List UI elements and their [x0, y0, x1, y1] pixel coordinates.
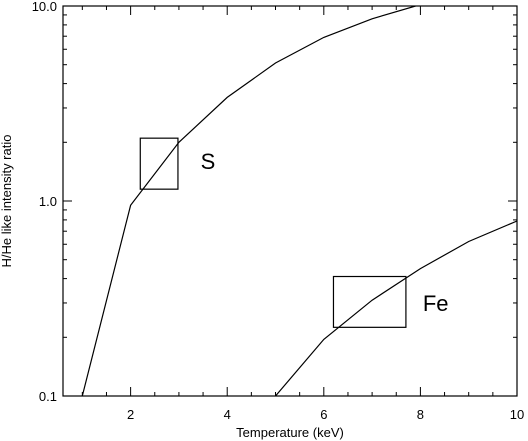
- annotation-layer: S Fe: [139, 137, 449, 328]
- annotation-box-fe: [332, 275, 407, 328]
- series-line-1: [81, 6, 416, 396]
- plot-layer: [81, 6, 517, 396]
- x-axis-title: Temperature (keV): [236, 425, 344, 440]
- x-tick-label: 10: [510, 407, 524, 422]
- y-axis-title: H/He like intensity ratio: [0, 135, 14, 268]
- series-line-2: [275, 220, 517, 396]
- y-tick-label: 10.0: [32, 0, 57, 14]
- tick-layer: 2 4 6 8 10 0.1 1.0 10.0: [32, 0, 525, 422]
- plot-frame: [62, 5, 518, 397]
- y-tick-label: 1.0: [39, 194, 57, 209]
- x-tick-label: 2: [127, 407, 134, 422]
- annotation-box-s: [139, 137, 179, 190]
- y-tick-label: 0.1: [39, 389, 57, 404]
- annotation-label-fe: Fe: [423, 291, 449, 316]
- x-tick-label: 4: [224, 407, 231, 422]
- annotation-label-s: S: [201, 149, 216, 174]
- x-tick-label: 6: [320, 407, 327, 422]
- x-tick-label: 8: [417, 407, 424, 422]
